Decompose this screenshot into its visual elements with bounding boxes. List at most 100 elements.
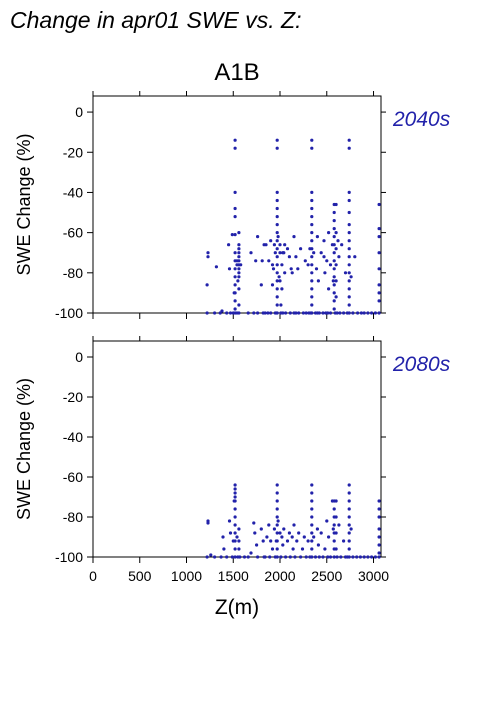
data-point bbox=[332, 227, 336, 231]
data-point bbox=[269, 239, 273, 243]
data-point bbox=[269, 539, 273, 543]
data-point bbox=[310, 531, 314, 535]
data-point bbox=[331, 527, 335, 531]
data-point bbox=[242, 555, 247, 559]
data-point bbox=[237, 527, 241, 531]
data-point bbox=[288, 555, 292, 559]
data-point bbox=[225, 555, 229, 559]
data-point bbox=[377, 311, 381, 315]
data-point bbox=[205, 311, 209, 315]
data-point bbox=[272, 243, 276, 247]
data-point bbox=[246, 555, 250, 559]
data-point bbox=[332, 307, 336, 311]
data-point bbox=[275, 223, 279, 227]
data-point bbox=[347, 231, 351, 235]
data-point bbox=[275, 499, 279, 503]
data-point bbox=[349, 527, 353, 531]
period-label: 2040s bbox=[392, 108, 451, 131]
data-point bbox=[366, 555, 370, 559]
data-point bbox=[282, 527, 286, 531]
data-point bbox=[276, 235, 280, 239]
figure-title: Change in apr01 SWE vs. Z: bbox=[10, 7, 301, 33]
data-point bbox=[270, 547, 275, 551]
data-point bbox=[347, 531, 351, 535]
data-point bbox=[291, 547, 295, 551]
data-point bbox=[295, 539, 299, 543]
data-point bbox=[310, 491, 314, 495]
data-point bbox=[347, 295, 351, 299]
data-point bbox=[222, 547, 226, 551]
data-point bbox=[227, 243, 231, 247]
data-point bbox=[287, 255, 291, 259]
data-point bbox=[237, 251, 241, 255]
data-point bbox=[326, 555, 330, 559]
data-point bbox=[279, 303, 283, 307]
data-point bbox=[233, 215, 237, 219]
data-point bbox=[332, 299, 336, 303]
data-point bbox=[259, 283, 263, 287]
data-point bbox=[230, 555, 234, 559]
data-point bbox=[326, 311, 330, 315]
data-point bbox=[337, 523, 341, 527]
data-point bbox=[328, 555, 333, 559]
y-tick-label: -100 bbox=[55, 305, 83, 321]
data-point bbox=[323, 547, 327, 551]
data-point bbox=[278, 279, 282, 283]
data-point bbox=[275, 539, 279, 543]
data-point bbox=[227, 519, 232, 523]
data-point bbox=[205, 283, 209, 287]
data-point bbox=[347, 279, 351, 283]
data-point bbox=[275, 507, 279, 511]
data-point bbox=[310, 303, 314, 307]
data-point bbox=[280, 535, 284, 539]
data-point bbox=[275, 138, 279, 142]
data-point bbox=[310, 515, 314, 519]
data-point bbox=[292, 523, 296, 527]
data-point bbox=[328, 263, 333, 267]
data-point bbox=[310, 198, 314, 203]
data-point bbox=[233, 291, 237, 295]
data-point bbox=[225, 311, 229, 315]
data-point bbox=[319, 531, 323, 535]
data-point bbox=[332, 555, 336, 559]
data-point bbox=[332, 291, 336, 295]
data-point bbox=[281, 311, 285, 315]
data-point bbox=[347, 303, 351, 307]
data-point bbox=[332, 283, 336, 287]
data-point bbox=[347, 515, 351, 519]
data-point bbox=[310, 231, 314, 235]
data-point bbox=[233, 531, 237, 535]
data-point bbox=[332, 251, 336, 255]
data-point bbox=[377, 235, 381, 239]
data-point bbox=[233, 499, 237, 503]
data-point bbox=[316, 279, 320, 283]
data-point bbox=[310, 539, 314, 543]
data-point bbox=[334, 499, 338, 503]
y-tick-label: -80 bbox=[63, 509, 83, 525]
x-tick-label: 0 bbox=[89, 568, 97, 584]
data-point bbox=[233, 146, 237, 150]
data-point bbox=[334, 247, 338, 251]
data-point bbox=[310, 263, 314, 267]
data-point bbox=[322, 239, 326, 243]
data-point bbox=[377, 551, 381, 555]
data-point bbox=[332, 235, 336, 239]
data-point bbox=[342, 311, 346, 315]
data-point bbox=[315, 527, 319, 531]
data-point bbox=[275, 231, 279, 235]
data-point bbox=[310, 223, 314, 227]
data-point bbox=[233, 539, 237, 543]
data-point bbox=[227, 267, 232, 271]
data-point bbox=[310, 555, 314, 559]
data-point bbox=[377, 227, 381, 231]
data-point bbox=[377, 251, 381, 255]
data-point bbox=[296, 267, 300, 271]
data-point bbox=[334, 531, 338, 535]
data-point bbox=[377, 515, 381, 519]
data-point bbox=[233, 483, 237, 487]
y-tick-label: -100 bbox=[55, 549, 83, 565]
data-point bbox=[306, 263, 310, 267]
data-point bbox=[267, 523, 271, 527]
data-point bbox=[351, 555, 355, 559]
data-point bbox=[275, 547, 279, 551]
